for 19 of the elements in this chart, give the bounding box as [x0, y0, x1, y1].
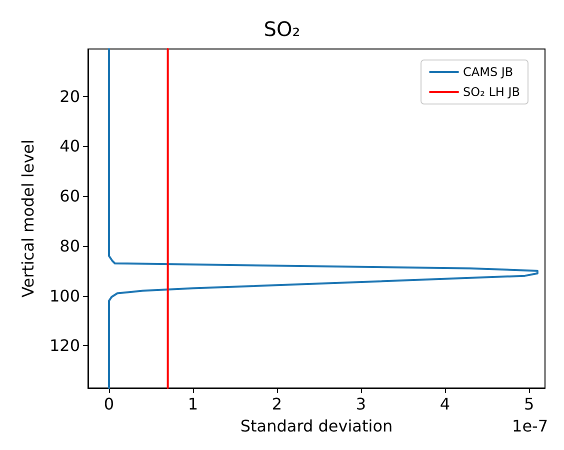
x-tick-label: 2 [272, 394, 282, 414]
line-series [108, 48, 538, 389]
x-tick-label: 0 [104, 394, 114, 414]
text: 1e-7 [512, 416, 548, 436]
y-axis-title: Vertical model level [18, 140, 38, 298]
x-tick-label: 1 [188, 394, 198, 414]
legend-label: CAMS JB [463, 65, 514, 79]
x-tick-label: 3 [356, 394, 366, 414]
y-tick-label: 120 [49, 336, 80, 356]
y-tick-label: 40 [60, 136, 80, 156]
y-tick-label: 60 [60, 186, 80, 206]
y-tick-label: 100 [49, 286, 80, 306]
legend-label: SO₂ LH JB [463, 85, 520, 99]
chart-title: SO₂ [264, 17, 300, 41]
y-tick-label: 20 [60, 86, 80, 106]
x-axis-title: Standard deviation [240, 416, 393, 436]
x-tick-label: 4 [440, 394, 450, 414]
x-tick-label: 5 [524, 394, 534, 414]
y-tick-label: 80 [60, 236, 80, 256]
